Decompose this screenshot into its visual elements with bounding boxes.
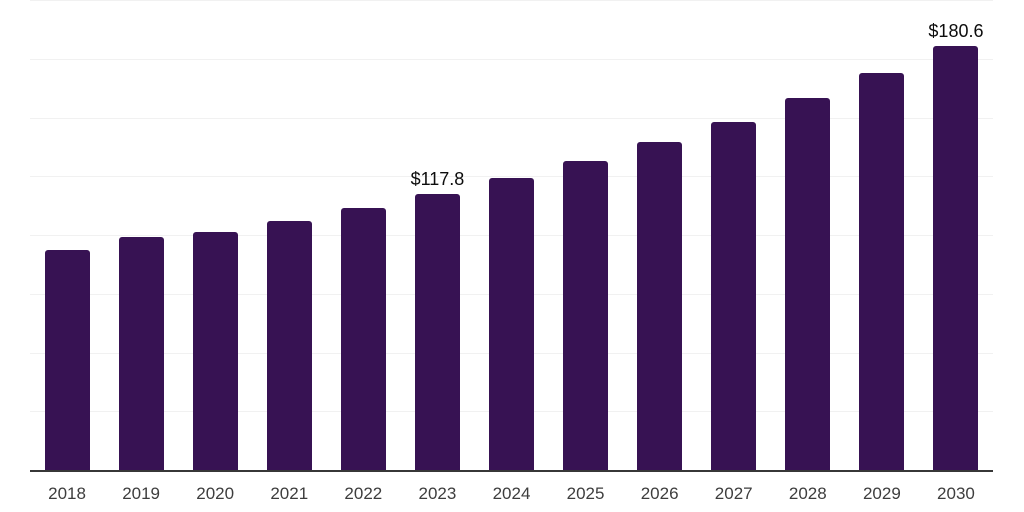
x-tick-label-2024: 2024 bbox=[492, 484, 531, 503]
bar-2021 bbox=[266, 220, 312, 471]
x-tick-label-2023: 2023 bbox=[418, 484, 457, 503]
x-tick-label-2020: 2020 bbox=[196, 484, 235, 503]
bar-2018 bbox=[44, 250, 90, 471]
x-axis-line bbox=[30, 469, 993, 472]
x-tick-label-2018: 2018 bbox=[48, 484, 86, 503]
gridline-y-175 bbox=[30, 58, 993, 60]
bar-2020 bbox=[192, 232, 238, 471]
x-tick-label-2028: 2028 bbox=[788, 484, 827, 503]
gridline-y-200 bbox=[30, 0, 993, 1]
bar-2022 bbox=[340, 207, 386, 471]
bar-2027 bbox=[711, 122, 757, 471]
data-label-2023: $117.8 bbox=[410, 168, 465, 189]
x-tick-label-2019: 2019 bbox=[122, 484, 161, 503]
x-tick-label-2026: 2026 bbox=[640, 484, 679, 503]
bar-2023 bbox=[414, 193, 460, 471]
x-tick-label-2025: 2025 bbox=[566, 484, 605, 503]
gridline-y-125 bbox=[30, 176, 993, 178]
x-tick-label-2027: 2027 bbox=[714, 484, 753, 503]
x-tick-label-2029: 2029 bbox=[862, 484, 901, 503]
bar-2028 bbox=[785, 98, 831, 471]
x-tick-label-2021: 2021 bbox=[270, 484, 309, 503]
x-tick-label-2022: 2022 bbox=[344, 484, 383, 503]
x-tick-label-2030: 2030 bbox=[937, 484, 975, 503]
bar-2030 bbox=[933, 46, 979, 471]
bar-2026 bbox=[637, 142, 683, 471]
data-label-2030: $180.6 bbox=[928, 21, 984, 42]
bar-2019 bbox=[118, 236, 164, 471]
gridline-y-150 bbox=[30, 117, 993, 119]
bar-2024 bbox=[489, 178, 534, 471]
bar-2029 bbox=[859, 73, 905, 471]
bar-2025 bbox=[563, 161, 609, 471]
